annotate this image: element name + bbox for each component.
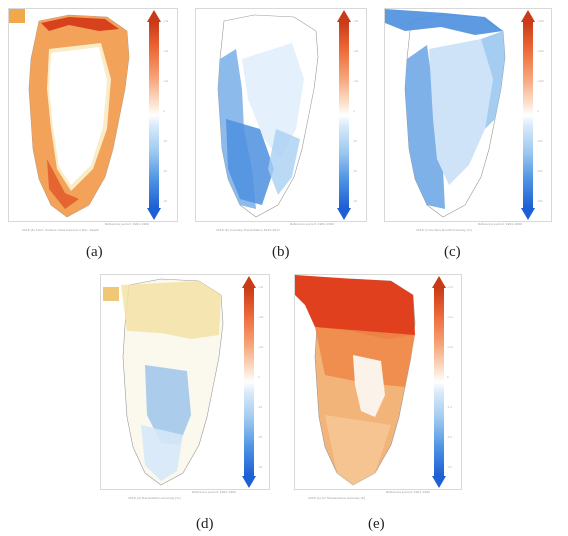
panel-d: +30 +20 +10 0 -10 -20 -30 Reference peri… [96,272,286,536]
colorbar-d [242,276,256,488]
tick-label: -30 [163,200,168,203]
panel-label: (d) [196,516,214,532]
tick-label: +300 [537,20,544,23]
greenland-map [385,9,506,218]
reference-period: Reference period: 1961-1990 [192,490,236,494]
mid-orange [315,327,415,387]
tick-label: -2.0 [447,436,452,439]
tick-label: +3.0 [447,286,454,289]
colorbar-d-ticks: +30 +20 +10 0 -10 -20 -30 [258,286,280,474]
panel-caption: 2018 (b) Solid: Surface mass balance 2 D… [22,228,99,232]
tick-label: -10 [353,140,358,143]
tick-label: +10 [163,80,169,83]
colorbar-a [147,10,161,220]
west-margin-blue [405,45,445,209]
tick-label: -30 [353,200,358,203]
top-left-cell [103,287,119,301]
panel-label: (c) [444,244,461,260]
north-yellow [121,281,221,339]
tick-label: -20 [163,170,168,173]
southwest-blue [226,119,274,205]
colorbar-b-ticks: +30 +20 +10 0 -10 -20 -30 [353,20,375,206]
panel-caption: 2018 (e) Air Temperature anomaly [K] [308,496,365,500]
tick-label: -10 [163,140,168,143]
tick-label: +30 [353,20,359,23]
reference-period: Reference period: 1961-1990 [290,222,334,226]
greenland-map [217,14,319,218]
southwest-high [47,159,79,209]
tick-label: 0 [163,110,165,113]
greenland-map [295,275,416,486]
north-blue [385,9,503,35]
tick-label: -30 [258,466,263,469]
south-light [325,415,391,485]
tick-label: +20 [353,50,359,53]
tick-label: -100 [537,140,543,143]
ice-margin-band [29,15,129,217]
colorbar-e [432,276,446,488]
reference-period: Reference period: 1961-1990 [105,222,149,226]
reference-period: Reference period: 1961-1990 [478,222,522,226]
panel-e: +3.0 +2.0 +1.0 0 -1.0 -2.0 -3.0 Referenc… [288,272,468,536]
tick-label: -20 [258,436,263,439]
top-left-cell [9,9,25,23]
tick-label: 0 [447,376,449,379]
tick-label: +20 [163,50,169,53]
tick-label: 0 [537,110,539,113]
greenland-map [103,278,224,486]
interior-ice [49,47,107,185]
tick-label: -200 [537,170,543,173]
map-frame [195,8,367,222]
tick-label: -1.0 [447,406,452,409]
colorbar-a-ticks: +30 +20 +10 0 -10 -20 -30 [163,20,185,206]
colorbar-c [521,10,535,220]
tick-label: +2.0 [447,316,454,319]
tick-label: +10 [353,80,359,83]
tick-label: +30 [258,286,264,289]
panel-label: (b) [272,244,290,260]
colorbar-c-ticks: +300 +200 +100 0 -100 -200 -300 [537,20,563,206]
interior-light [242,43,304,159]
tick-label: +1.0 [447,346,454,349]
tick-label: +100 [537,80,544,83]
tick-label: 0 [353,110,355,113]
panel-label: (e) [368,516,385,532]
tick-label: +10 [258,346,264,349]
north-coast-high [41,17,119,31]
east-blue [481,31,505,129]
interior-white [353,355,385,417]
reference-period: Reference period: 1961-1990 [386,490,430,494]
colorbar-b [337,10,351,220]
map-frame [100,274,270,490]
tick-label: -10 [258,406,263,409]
greenland-map [9,9,130,218]
south-lightblue [141,425,183,481]
tick-label: +20 [258,316,264,319]
panel-b: +30 +20 +10 0 -10 -20 -30 Reference peri… [192,0,382,262]
panel-caption: 2018 (d) Precipitation anomaly [%] [128,496,181,500]
tick-label: -3.0 [447,466,452,469]
colorbar-e-ticks: +3.0 +2.0 +1.0 0 -1.0 -2.0 -3.0 [447,286,467,474]
panel-c: +300 +200 +100 0 -100 -200 -300 Referenc… [382,0,568,262]
north-red [295,275,415,339]
panel-caption: 2018 (c) Surface Runoff Anomaly [%] [416,228,472,232]
tick-label: -20 [353,170,358,173]
center-blue [145,365,191,445]
interior-lightblue [429,39,493,185]
tick-label: +30 [163,20,169,23]
tick-label: +200 [537,50,544,53]
tick-label: 0 [258,376,260,379]
panel-label: (a) [86,244,103,260]
southeast-light [268,129,300,195]
panel-caption: 2018 (b) Anomaly Precipitation 2015-2017 [216,228,280,232]
tick-label: -300 [537,200,543,203]
panel-a: +30 +20 +10 0 -10 -20 -30 Reference peri… [0,0,190,262]
